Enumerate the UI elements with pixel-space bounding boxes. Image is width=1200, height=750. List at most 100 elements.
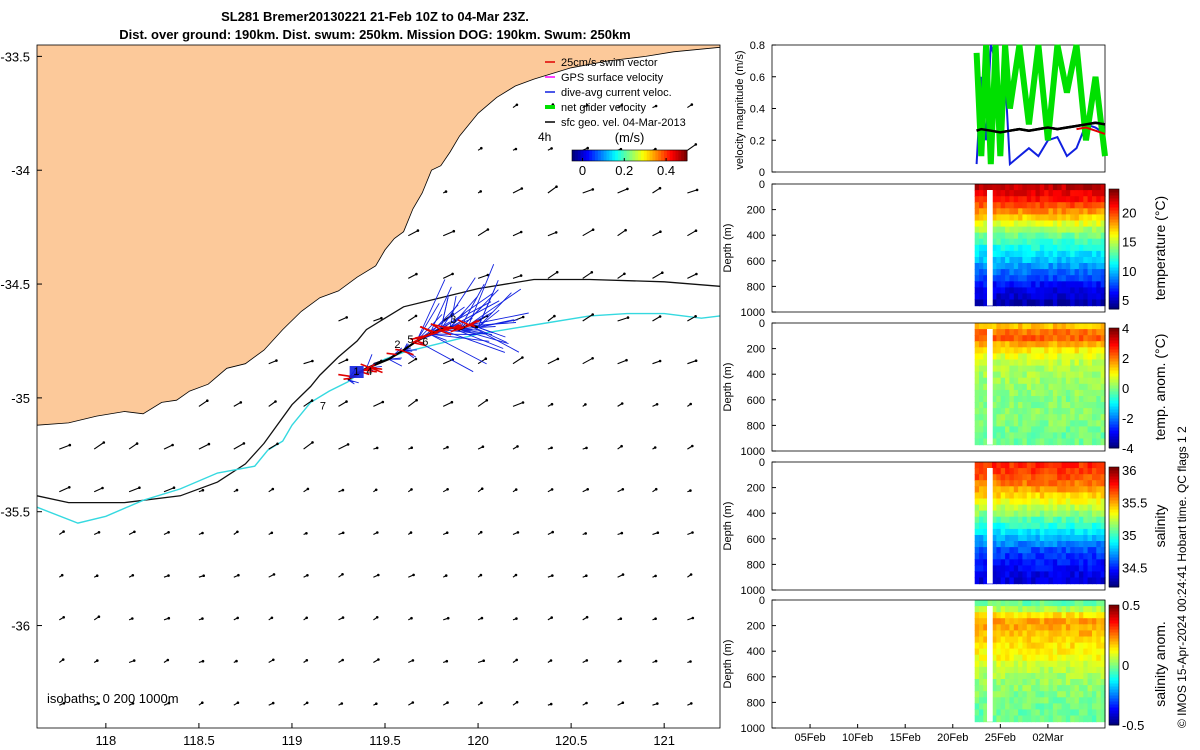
- section-cell: [1026, 329, 1032, 336]
- section-cell: [1100, 263, 1106, 270]
- section-cell: [1031, 432, 1036, 440]
- swim-vector: [464, 324, 472, 328]
- section-cell: [979, 516, 984, 524]
- section-cell: [1074, 600, 1080, 607]
- section-ytick-label: 1000: [741, 446, 765, 458]
- section-cell: [1005, 715, 1010, 723]
- section-cell: [996, 636, 1002, 644]
- colorbar-cell: [655, 150, 659, 161]
- section-colorbar-cell: [1109, 569, 1119, 573]
- section-cell: [979, 244, 984, 252]
- section-cell: [1078, 250, 1084, 258]
- section-cell: [1070, 600, 1076, 607]
- section-cell: [1031, 571, 1036, 579]
- section-cell: [1092, 606, 1097, 613]
- section-colorbar-cell: [1109, 346, 1119, 350]
- section-cell: [1070, 208, 1076, 215]
- section-cell: [992, 220, 997, 228]
- section-cell: [996, 238, 1002, 246]
- section-cell: [992, 226, 997, 234]
- section-cell: [996, 559, 1002, 566]
- section-cell: [1048, 371, 1054, 379]
- section-ytick-label: 200: [747, 205, 765, 217]
- section-cell: [1096, 402, 1102, 409]
- section-cell: [1035, 238, 1041, 246]
- section-cell: [1074, 528, 1080, 536]
- section-cell: [1078, 510, 1084, 518]
- section-cell: [1022, 612, 1028, 619]
- section-cell: [1083, 630, 1089, 638]
- section-cell: [1035, 371, 1041, 379]
- section-ytick-label: 200: [747, 344, 765, 356]
- section-cell: [1048, 353, 1054, 361]
- sfc-arrow: [617, 229, 626, 237]
- section-cell: [1087, 196, 1093, 203]
- section-cell: [1096, 287, 1102, 295]
- section-cell: [1044, 214, 1050, 222]
- section-cell: [1083, 697, 1089, 704]
- section-cell: [1057, 654, 1063, 662]
- section-cell: [1044, 559, 1050, 566]
- colorbar-cell: [572, 150, 576, 161]
- section-cell: [983, 541, 989, 548]
- section-cell: [1052, 244, 1058, 252]
- section-cell: [1022, 624, 1028, 631]
- section-cell: [1092, 287, 1097, 295]
- section-cell: [992, 432, 997, 440]
- section-cell: [983, 341, 989, 348]
- section-cell: [1039, 347, 1045, 354]
- section-cell: [1096, 492, 1102, 500]
- section-cell: [1039, 571, 1045, 579]
- section-cell: [1087, 660, 1093, 668]
- section-cell: [983, 365, 989, 373]
- section-cell: [1022, 359, 1028, 367]
- section-cell: [1035, 426, 1041, 434]
- sfc-arrow-head: [480, 616, 484, 620]
- section-cell: [1022, 396, 1028, 403]
- section-cell: [992, 715, 997, 723]
- current-vector: [477, 309, 500, 328]
- section-cell: [1061, 703, 1067, 711]
- section-cell: [1100, 715, 1106, 723]
- section-cell: [1039, 214, 1045, 222]
- colorbar-label: (m/s): [615, 130, 645, 145]
- section-colorbar-cell: [1109, 433, 1119, 437]
- section-cell: [1096, 535, 1102, 542]
- section-cell: [1074, 697, 1080, 704]
- section-colorbar-cell: [1109, 397, 1119, 401]
- section-cell: [1000, 679, 1006, 686]
- section-ytick-label: 200: [747, 483, 765, 495]
- sfc-arrow-head: [520, 187, 524, 190]
- section-cell: [1022, 432, 1028, 440]
- section-colorbar-cell: [1109, 626, 1119, 630]
- section-cell: [1061, 293, 1067, 301]
- section-cell: [1013, 408, 1019, 415]
- section-cell: [1092, 347, 1097, 354]
- sfc-arrow-head: [658, 186, 662, 190]
- section-cell: [992, 691, 997, 698]
- section-cell: [974, 275, 980, 282]
- section-cell: [1061, 480, 1067, 487]
- section-cell: [996, 697, 1002, 704]
- section-ytick-label: 0: [759, 179, 765, 191]
- section-cell: [1044, 353, 1050, 361]
- section-cell: [1061, 323, 1067, 330]
- section-cell: [1018, 214, 1023, 222]
- track-label: 5: [407, 334, 413, 346]
- section-cell: [1048, 636, 1054, 644]
- section-cell: [1048, 673, 1054, 680]
- section-cell: [1009, 606, 1015, 613]
- section-cell: [1044, 402, 1050, 409]
- section-cell: [1083, 504, 1089, 512]
- section-cell: [1022, 347, 1028, 354]
- current-vector: [449, 326, 504, 349]
- section-colorbar-frame: [1108, 466, 1120, 588]
- section-cell: [1100, 329, 1106, 336]
- section-cell: [1057, 220, 1063, 228]
- section-cell: [1078, 468, 1084, 475]
- section-cell: [1035, 492, 1041, 500]
- sfc-arrow-head: [272, 658, 275, 662]
- section-cell: [1018, 654, 1023, 662]
- section-cell: [1057, 184, 1063, 191]
